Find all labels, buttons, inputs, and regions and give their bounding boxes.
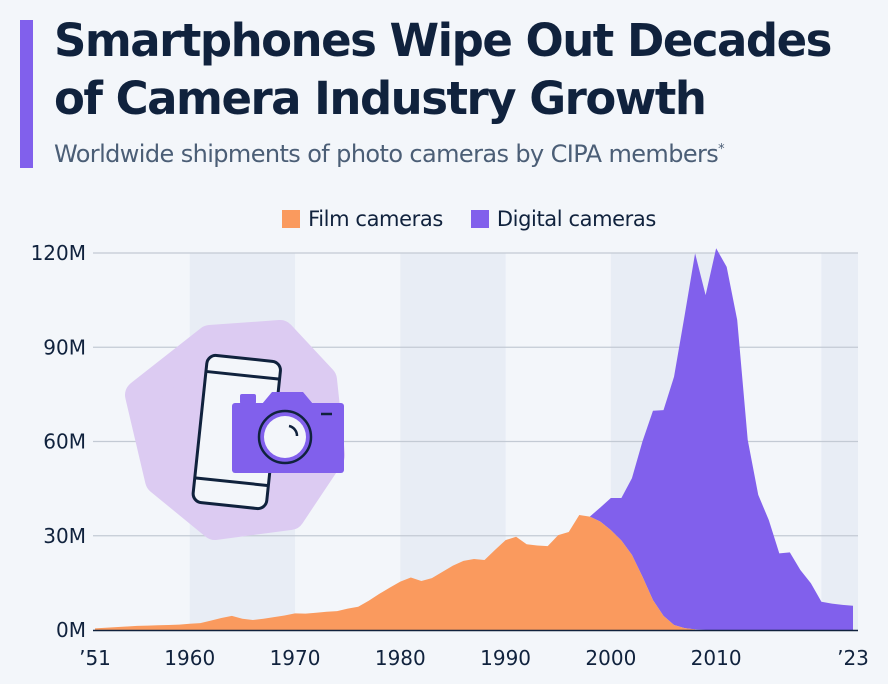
- footnote-mark: *: [718, 142, 725, 157]
- x-tick-label: 2010: [691, 646, 742, 670]
- x-tick-label: ’23: [837, 646, 869, 670]
- title-line-1: Smartphones Wipe Out Decades: [54, 14, 832, 67]
- smartphone-and-camera-icon: [125, 320, 345, 540]
- subtitle-text: Worldwide shipments of photo cameras by …: [54, 140, 719, 168]
- x-tick-label: ’51: [79, 646, 111, 670]
- area-digital-cameras: [589, 248, 853, 630]
- area-series: [95, 248, 853, 630]
- chart-title: Smartphones Wipe Out Decades of Camera I…: [54, 12, 832, 128]
- legend: Film cameras Digital cameras: [0, 207, 888, 231]
- y-tick-label: 60M: [43, 430, 86, 454]
- x-tick-label: 2000: [585, 646, 636, 670]
- legend-label-film: Film cameras: [308, 207, 443, 231]
- title-line-2: of Camera Industry Growth: [54, 72, 707, 125]
- y-tick-label: 30M: [43, 524, 86, 548]
- x-axis-ticks: ’51 1960 1970 1980 1990 2000 2010 ’23: [79, 646, 869, 670]
- legend-swatch-film: [282, 210, 301, 228]
- legend-item-digital: Digital cameras: [470, 207, 656, 231]
- camera-icon: [232, 392, 344, 473]
- x-tick-label: 1970: [270, 646, 321, 670]
- legend-label-digital: Digital cameras: [496, 207, 656, 231]
- y-tick-label: 0M: [56, 618, 86, 642]
- x-tick-label: 1960: [164, 646, 215, 670]
- y-tick-label: 90M: [43, 335, 86, 359]
- legend-swatch-digital: [470, 210, 489, 228]
- area-film-cameras: [95, 515, 696, 630]
- y-axis-ticks: 0M 30M 60M 90M 120M: [31, 241, 86, 642]
- chart-subtitle: Worldwide shipments of photo cameras by …: [54, 140, 725, 168]
- x-tick-label: 1980: [375, 646, 426, 670]
- y-tick-label: 120M: [31, 241, 86, 265]
- x-tick-label: 1990: [480, 646, 531, 670]
- title-accent-bar: [20, 20, 33, 168]
- legend-item-film: Film cameras: [282, 207, 443, 231]
